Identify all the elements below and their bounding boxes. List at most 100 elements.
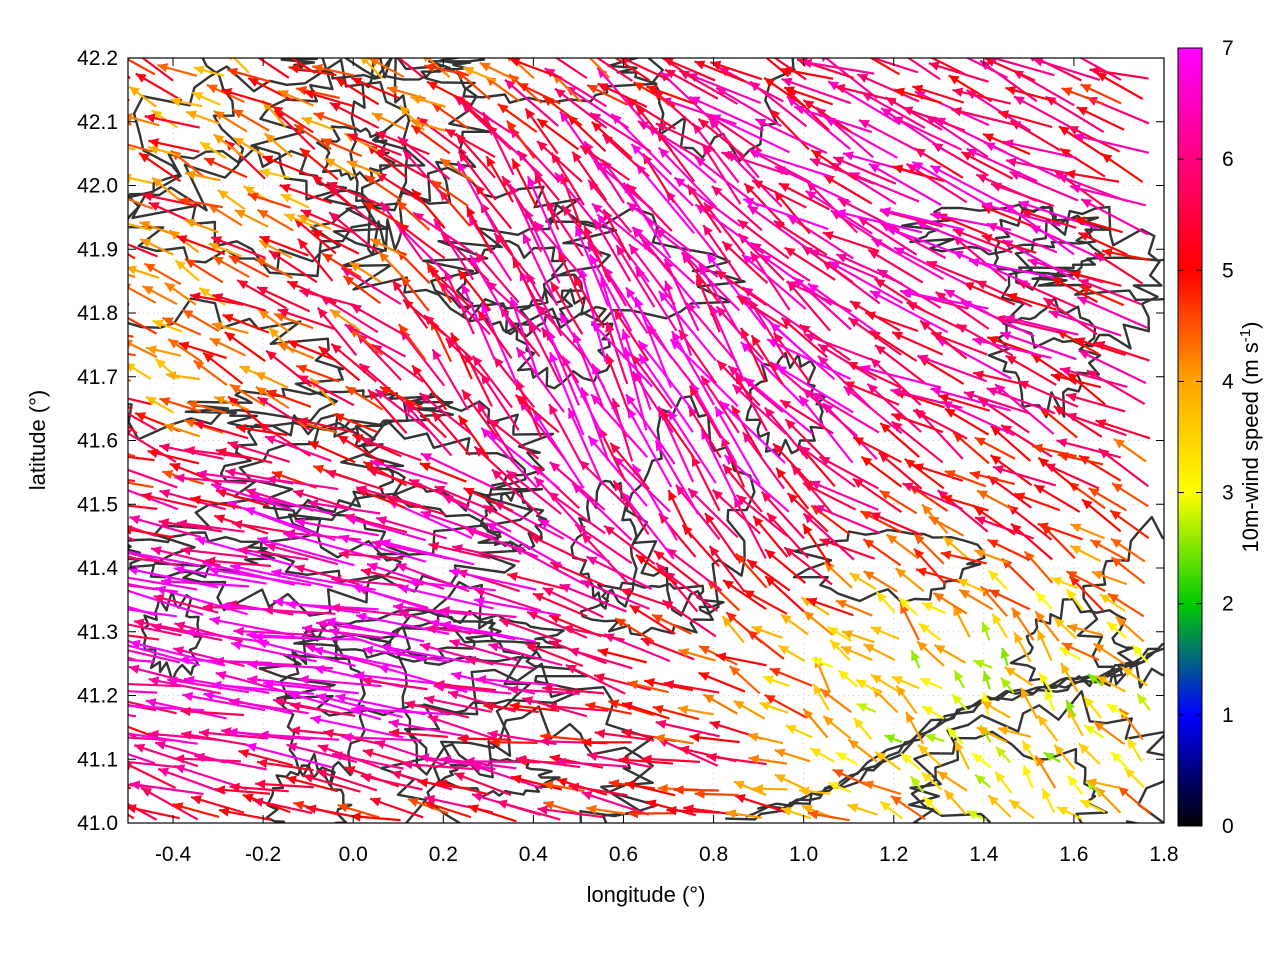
wind-arrow bbox=[1059, 147, 1106, 178]
wind-arrow bbox=[1005, 354, 1057, 386]
wind-arrow-head bbox=[891, 421, 903, 432]
wind-arrow-head bbox=[594, 728, 606, 739]
wind-arrow-shaft bbox=[325, 618, 425, 643]
wind-arrow-shaft bbox=[433, 684, 512, 695]
wind-arrow-shaft bbox=[843, 380, 900, 406]
wind-arrow-head bbox=[987, 335, 999, 345]
wind-arrow bbox=[184, 627, 270, 644]
wind-arrow-head bbox=[778, 645, 790, 655]
wind-arrow bbox=[628, 243, 676, 306]
wind-arrow bbox=[746, 558, 791, 592]
wind-arrow-head bbox=[706, 253, 717, 265]
wind-arrow bbox=[331, 751, 404, 770]
wind-arrow-head bbox=[161, 576, 172, 587]
wind-arrow bbox=[591, 202, 656, 256]
wind-arrow-head bbox=[133, 618, 145, 628]
wind-arrow-head bbox=[249, 493, 261, 503]
wind-arrow-head bbox=[458, 151, 469, 163]
wind-arrow bbox=[1117, 785, 1152, 815]
wind-arrow-head bbox=[1034, 484, 1046, 494]
wind-arrow-shaft bbox=[689, 95, 764, 132]
wind-arrow-head bbox=[1002, 139, 1014, 149]
wind-arrow bbox=[783, 546, 833, 586]
wind-arrow bbox=[759, 701, 789, 714]
wind-arrow bbox=[297, 417, 354, 434]
wind-arrow-head bbox=[736, 296, 748, 306]
wind-arrow-head bbox=[715, 406, 725, 418]
wind-arrow bbox=[921, 602, 947, 614]
wind-arrow-head bbox=[969, 470, 981, 480]
wind-arrow-head bbox=[955, 740, 964, 752]
wind-arrow bbox=[793, 105, 873, 134]
wind-arrow-head bbox=[468, 804, 479, 814]
wind-arrow-shaft bbox=[603, 524, 656, 565]
wind-arrow bbox=[423, 58, 451, 78]
wind-arrow-head bbox=[1043, 752, 1055, 762]
wind-arrow bbox=[916, 640, 945, 667]
wind-arrow-head bbox=[231, 519, 243, 530]
wind-arrow-head bbox=[941, 494, 953, 504]
terrain-contour bbox=[440, 757, 561, 799]
wind-arrow-shaft bbox=[1016, 279, 1077, 308]
wind-arrow-head bbox=[410, 94, 422, 105]
wind-arrow-head bbox=[321, 138, 333, 148]
wind-arrow-head bbox=[870, 358, 881, 369]
wind-arrow-head bbox=[128, 664, 140, 674]
wind-arrow bbox=[408, 478, 470, 508]
wind-arrow bbox=[863, 570, 898, 593]
wind-arrow-head bbox=[840, 646, 852, 655]
wind-arrow-head bbox=[760, 254, 772, 265]
wind-arrow-head bbox=[499, 618, 511, 628]
wind-arrow-shaft bbox=[1002, 140, 1077, 160]
wind-arrow bbox=[277, 342, 315, 360]
wind-arrow bbox=[1019, 687, 1039, 720]
wind-arrow-head bbox=[951, 694, 963, 705]
wind-arrow-head bbox=[1076, 107, 1088, 116]
wind-arrow-head bbox=[982, 671, 992, 682]
wind-arrow-head bbox=[591, 121, 603, 133]
wind-arrow-head bbox=[129, 515, 141, 525]
wind-arrow-shaft bbox=[128, 504, 158, 510]
wind-arrow bbox=[859, 364, 942, 389]
wind-arrow bbox=[299, 288, 362, 308]
wind-arrow-head bbox=[333, 413, 345, 423]
wind-arrow bbox=[626, 201, 692, 253]
wind-arrow-head bbox=[963, 390, 975, 400]
wind-arrow bbox=[334, 76, 380, 106]
wind-arrow bbox=[837, 669, 859, 688]
wind-arrow-shaft bbox=[150, 624, 223, 642]
wind-arrow bbox=[170, 97, 203, 108]
wind-arrow-head bbox=[1014, 492, 1026, 502]
wind-arrow-head bbox=[167, 676, 178, 686]
wind-arrow-shaft bbox=[722, 463, 763, 513]
wind-arrow-head bbox=[746, 559, 758, 570]
wind-arrow-head bbox=[862, 58, 864, 59]
wind-arrow-shaft bbox=[542, 686, 605, 695]
wind-arrow-head bbox=[255, 386, 267, 397]
wind-arrow-head bbox=[410, 118, 421, 128]
wind-arrow-shaft bbox=[128, 334, 134, 338]
wind-arrow bbox=[1078, 58, 1122, 81]
wind-arrow-shaft bbox=[286, 691, 382, 721]
wind-arrow bbox=[440, 232, 490, 282]
wind-arrow bbox=[247, 675, 331, 689]
wind-arrow-head bbox=[801, 804, 813, 814]
wind-arrow-shaft bbox=[257, 537, 355, 567]
wind-arrow-head bbox=[182, 691, 194, 702]
wind-arrow bbox=[603, 524, 656, 565]
wind-arrow-shaft bbox=[1005, 159, 1075, 176]
wind-arrow-head bbox=[922, 504, 933, 515]
wind-arrow bbox=[549, 281, 584, 335]
wind-arrow-shaft bbox=[522, 232, 559, 306]
wind-arrow-head bbox=[265, 475, 277, 485]
wind-arrow bbox=[229, 58, 250, 74]
wind-arrow-shaft bbox=[392, 605, 472, 616]
wind-arrow bbox=[198, 728, 268, 740]
wind-arrow-shaft bbox=[375, 516, 447, 540]
wind-arrow-head bbox=[863, 780, 875, 790]
wind-arrow-head bbox=[588, 179, 599, 191]
wind-arrow-shaft bbox=[786, 95, 851, 150]
colorbar-label-end: ) bbox=[1238, 322, 1263, 329]
wind-arrow-head bbox=[701, 375, 711, 387]
wind-arrow-shaft bbox=[902, 106, 966, 132]
